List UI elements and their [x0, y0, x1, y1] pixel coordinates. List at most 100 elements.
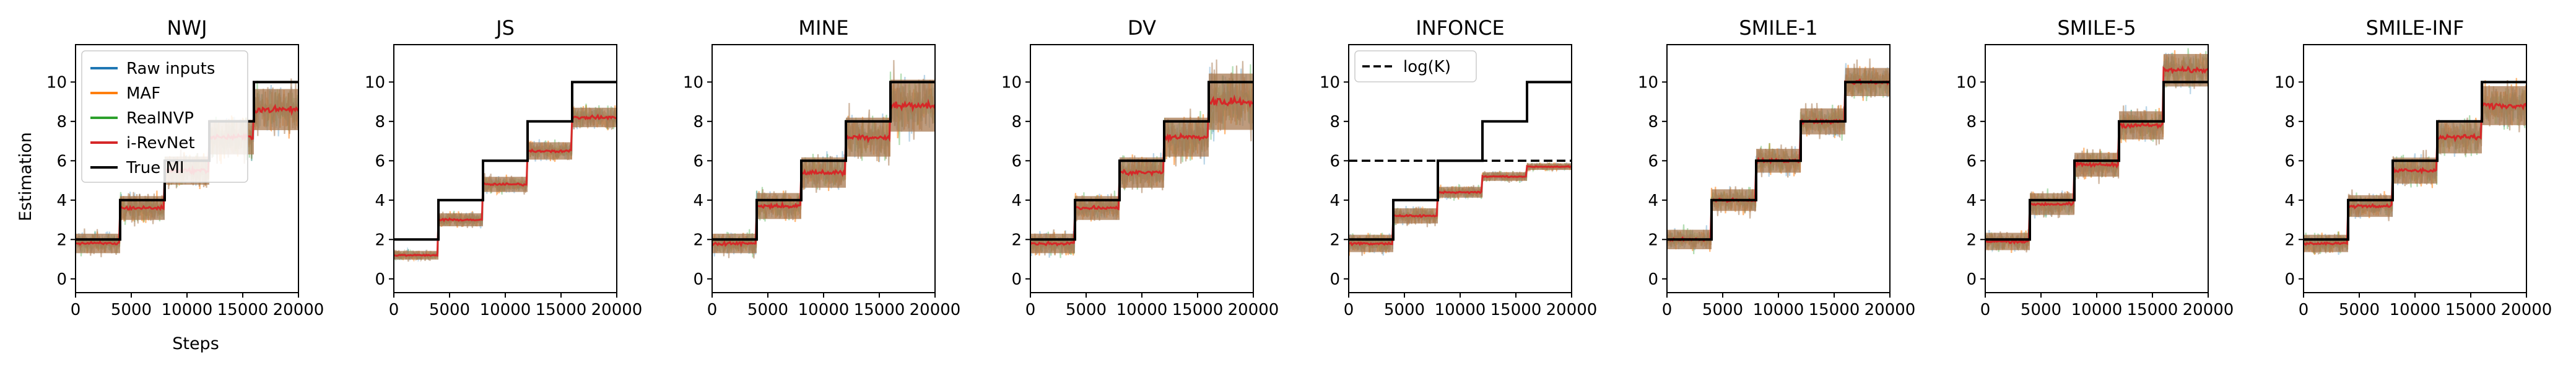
- x-tick-label: 15000: [536, 301, 587, 319]
- y-tick-label: 4: [2284, 192, 2295, 210]
- plot-area: [1030, 59, 1253, 259]
- chart-panel-smile-5: SMILE-5 0 2 4 6 8 10 0 5000 10000 15000 20000: [1956, 16, 2234, 319]
- chart-title: MINE: [798, 16, 848, 40]
- chart-panel-js: JS 0 2 4 6 8 10 0 5000 10000 15000 20000: [365, 16, 642, 319]
- plot-area: [1667, 58, 1890, 254]
- y-tick-label: 0: [1329, 270, 1340, 289]
- y-tick-label: 0: [1966, 270, 1977, 289]
- x-tick-label: 10000: [162, 301, 213, 319]
- x-tick-label: 20000: [1546, 301, 1598, 319]
- chart-panel-smile-1: SMILE-1 0 2 4 6 8 10 0 5000 10000 15000 20000: [1638, 16, 1915, 319]
- irevnet-line: [1985, 65, 2208, 245]
- true-mi-line: [1985, 81, 2208, 241]
- x-tick-label: 0: [707, 301, 718, 319]
- plot-area: [1985, 48, 2208, 253]
- x-tick-label: 0: [1980, 301, 1991, 319]
- x-tick-label: 15000: [1172, 301, 1224, 319]
- x-axis-label: Steps: [172, 334, 219, 353]
- x-tick-label: 5000: [429, 301, 470, 319]
- y-tick-label: 8: [693, 113, 703, 131]
- y-tick-label: 10: [1956, 73, 1977, 92]
- y-axis-label: Estimation: [16, 132, 35, 221]
- x-tick-label: 0: [1025, 301, 1036, 319]
- legend-label: RealNVP: [126, 109, 194, 128]
- y-tick-label: 8: [1966, 113, 1977, 131]
- legend-label: i-RevNet: [126, 134, 195, 153]
- irevnet-line: [2304, 102, 2526, 246]
- y-tick-label: 6: [1329, 152, 1340, 170]
- x-tick-label: 0: [71, 301, 81, 319]
- chart-title: JS: [495, 16, 515, 40]
- y-tick-label: 2: [1648, 231, 1658, 249]
- y-tick-label: 4: [693, 192, 703, 210]
- y-tick-label: 2: [693, 231, 703, 249]
- legend-box: [81, 50, 248, 183]
- y-tick-label: 0: [1011, 270, 1022, 289]
- y-tick-label: 10: [2274, 73, 2295, 92]
- irevnet-line: [394, 113, 617, 257]
- chart-title: NWJ: [167, 16, 207, 40]
- y-tick-label: 2: [1966, 231, 1977, 249]
- x-tick-label: 15000: [854, 301, 905, 319]
- x-tick-label: 10000: [1435, 301, 1486, 319]
- y-tick-label: 10: [365, 73, 385, 92]
- y-tick-label: 6: [1011, 152, 1022, 170]
- x-tick-label: 5000: [111, 301, 152, 319]
- legend-box: [1354, 50, 1477, 82]
- x-tick-label: 5000: [1066, 301, 1107, 319]
- logk-legend: log(K): [1354, 50, 1477, 82]
- irevnet-line: [1030, 94, 1253, 247]
- y-tick-label: 10: [1001, 73, 1022, 92]
- y-tick-label: 0: [693, 270, 703, 289]
- x-tick-label: 20000: [2183, 301, 2234, 319]
- chart-panel-smile-inf: SMILE-INF 0 2 4 6 8 10 0 5000 10000 15000 20000: [2274, 16, 2552, 319]
- plot-area: [712, 60, 935, 259]
- x-tick-label: 20000: [1865, 301, 1916, 319]
- y-tick-label: 2: [1329, 231, 1340, 249]
- plot-area: [394, 81, 617, 263]
- legend-label: True MI: [126, 159, 185, 177]
- x-tick-label: 0: [2299, 301, 2309, 319]
- y-tick-label: 2: [1011, 231, 1022, 249]
- y-tick-label: 0: [375, 270, 385, 289]
- x-tick-label: 15000: [2127, 301, 2178, 319]
- true-mi-line: [394, 81, 617, 241]
- chart-panel-nwj: NWJ 0 2 4 6 8 10 0 5000 10000 15000 20000 Raw inputs…: [46, 16, 324, 319]
- x-tick-label: 15000: [217, 301, 269, 319]
- chart-title: INFONCE: [1416, 16, 1504, 40]
- x-tick-label: 5000: [2021, 301, 2061, 319]
- y-tick-label: 8: [1648, 113, 1658, 131]
- chart-panel-mine: MINE 0 2 4 6 8 10 0 5000 10000 15000 20000: [683, 16, 960, 319]
- true-mi-line: [1030, 81, 1253, 241]
- chart-panel-infonce: INFONCE 0 2 4 6 8 10 0 5000 10000 15000 20000 log(K): [1320, 16, 1597, 319]
- x-tick-label: 5000: [2339, 301, 2380, 319]
- x-tick-label: 5000: [1702, 301, 1743, 319]
- x-tick-label: 20000: [591, 301, 643, 319]
- y-tick-label: 6: [1966, 152, 1977, 170]
- plot-area: [2304, 78, 2526, 255]
- y-tick-label: 2: [56, 231, 67, 249]
- x-tick-label: 0: [1344, 301, 1354, 319]
- chart-title: SMILE-INF: [2366, 16, 2465, 40]
- x-tick-label: 15000: [2445, 301, 2497, 319]
- chart-title: SMILE-1: [1739, 16, 1817, 40]
- y-tick-label: 0: [1648, 270, 1658, 289]
- x-tick-label: 10000: [2390, 301, 2441, 319]
- y-tick-label: 2: [375, 231, 385, 249]
- y-tick-label: 6: [693, 152, 703, 170]
- y-tick-label: 10: [683, 73, 703, 92]
- chart-title: DV: [1128, 16, 1156, 40]
- y-tick-label: 2: [2284, 231, 2295, 249]
- x-tick-label: 20000: [2501, 301, 2552, 319]
- x-tick-label: 10000: [1753, 301, 1804, 319]
- y-tick-label: 8: [56, 113, 67, 131]
- legend-label: MAF: [126, 84, 160, 103]
- y-tick-label: 6: [375, 152, 385, 170]
- x-tick-label: 0: [1662, 301, 1673, 319]
- y-tick-label: 4: [1966, 192, 1977, 210]
- y-tick-label: 8: [375, 113, 385, 131]
- x-tick-label: 15000: [1490, 301, 1542, 319]
- y-tick-label: 6: [1648, 152, 1658, 170]
- x-tick-label: 10000: [1116, 301, 1168, 319]
